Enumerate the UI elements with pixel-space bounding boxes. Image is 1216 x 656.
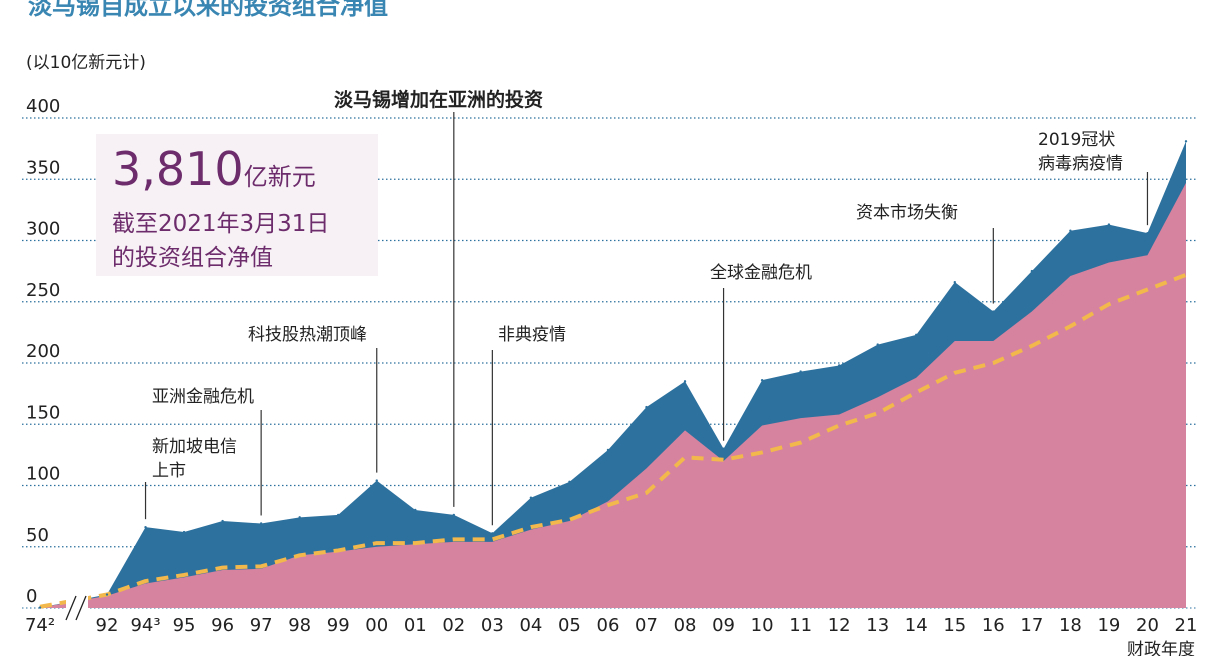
x-tick-label: 16 bbox=[982, 615, 1005, 636]
callout-unit: 亿新元 bbox=[243, 163, 316, 191]
lower-area bbox=[40, 182, 1186, 609]
total-point bbox=[182, 530, 186, 534]
total-point bbox=[529, 496, 533, 499]
total-point bbox=[105, 593, 109, 596]
axis-break bbox=[65, 594, 88, 622]
x-tick-label: 15 bbox=[943, 615, 966, 636]
annotation-label: 亚洲金融危机 bbox=[152, 387, 254, 407]
total-point bbox=[221, 519, 224, 523]
total-point bbox=[298, 516, 301, 519]
value-callout: 3,810亿新元 截至2021年3月31日 的投资组合净值 bbox=[96, 134, 378, 276]
x-tick-label: 12 bbox=[828, 615, 851, 636]
total-point bbox=[568, 480, 571, 484]
x-tick-label: 09 bbox=[712, 615, 735, 636]
x-tick-label: 08 bbox=[674, 615, 697, 636]
total-point bbox=[645, 405, 648, 409]
callout-number: 3,810 bbox=[112, 142, 244, 196]
x-tick-label: 17 bbox=[1020, 615, 1043, 636]
total-point bbox=[491, 532, 494, 535]
x-tick-label: 92 bbox=[96, 615, 119, 636]
x-tick-label: 00 bbox=[365, 615, 388, 636]
total-point bbox=[144, 525, 147, 529]
x-tick-label: 04 bbox=[519, 615, 542, 636]
total-point bbox=[837, 364, 841, 367]
x-tick-label: 11 bbox=[789, 615, 812, 636]
x-tick-label: 02 bbox=[442, 615, 465, 636]
x-tick-label: 99 bbox=[327, 615, 350, 636]
y-tick-label: 150 bbox=[26, 402, 60, 423]
y-tick-label: 400 bbox=[26, 96, 60, 117]
callout-description: 的投资组合净值 bbox=[112, 245, 273, 271]
callout-value: 3,810亿新元 bbox=[112, 142, 316, 196]
y-tick-label: 100 bbox=[26, 464, 60, 485]
chart-title: 淡马锡自成立以来的投资组合净值 bbox=[28, 0, 388, 20]
callout-date: 截至2021年3月31日 bbox=[112, 211, 330, 237]
y-tick-label: 0 bbox=[26, 586, 37, 607]
annotation-label-line2: 病毒病疫情 bbox=[1038, 154, 1123, 174]
total-point bbox=[760, 378, 764, 382]
x-tick-label: 20 bbox=[1136, 615, 1159, 636]
annotation-label: 全球金融危机 bbox=[710, 263, 812, 283]
area-series bbox=[40, 141, 1186, 609]
annotation-label: 科技股热潮顶峰 bbox=[248, 325, 367, 345]
y-unit-label: (以10亿新元计) bbox=[26, 53, 146, 73]
x-tick-label: 01 bbox=[404, 615, 427, 636]
total-point bbox=[1030, 269, 1034, 273]
x-tick-label: 10 bbox=[751, 615, 774, 636]
total-point bbox=[876, 343, 879, 346]
total-point bbox=[915, 333, 918, 337]
x-tick-label: 97 bbox=[250, 615, 273, 636]
total-point bbox=[799, 370, 802, 373]
x-tick-label: 07 bbox=[635, 615, 658, 636]
y-tick-label: 200 bbox=[26, 341, 60, 362]
x-tick-label: 18 bbox=[1059, 615, 1082, 636]
y-tick-label: 50 bbox=[26, 525, 49, 546]
annotation-label: 资本市场失衡 bbox=[856, 203, 958, 223]
total-point bbox=[452, 513, 456, 517]
line-series bbox=[38, 140, 1188, 609]
total-point bbox=[1146, 231, 1149, 235]
total-point bbox=[414, 508, 417, 512]
x-tick-label: 94³ bbox=[130, 615, 160, 636]
axis-break-mark bbox=[75, 595, 87, 621]
x-tick-label: 13 bbox=[866, 615, 889, 636]
x-axis-title: 财政年度 bbox=[1127, 640, 1195, 656]
axis-break-mark bbox=[65, 595, 77, 621]
x-tick-label: 95 bbox=[173, 615, 196, 636]
total-point bbox=[337, 513, 340, 517]
total-point bbox=[722, 447, 725, 450]
annotation-label: 2019冠状 bbox=[1038, 130, 1115, 150]
y-tick-label: 250 bbox=[26, 280, 60, 301]
annotation-label-line2: 上市 bbox=[152, 461, 186, 481]
x-tick-label: 74² bbox=[25, 615, 55, 636]
total-point bbox=[1069, 229, 1072, 232]
total-point bbox=[375, 479, 378, 482]
annotation-label: 非典疫情 bbox=[498, 325, 566, 345]
x-tick-label: 19 bbox=[1097, 615, 1120, 636]
x-tick-label: 14 bbox=[905, 615, 928, 636]
x-tick-label: 06 bbox=[597, 615, 620, 636]
x-tick-label: 21 bbox=[1175, 615, 1198, 636]
total-point bbox=[992, 310, 995, 313]
total-point bbox=[259, 522, 263, 525]
dashed-series-line bbox=[39, 272, 1187, 609]
x-tick-label: 05 bbox=[558, 615, 581, 636]
x-tick-label: 98 bbox=[288, 615, 311, 636]
total-point bbox=[1184, 140, 1188, 143]
total-point bbox=[38, 606, 42, 609]
x-tick-label: 03 bbox=[481, 615, 504, 636]
y-tick-label: 350 bbox=[26, 157, 60, 178]
y-tick-label: 300 bbox=[26, 219, 60, 240]
total-point bbox=[1107, 223, 1111, 226]
total-point bbox=[606, 448, 610, 452]
x-tick-label: 96 bbox=[211, 615, 234, 636]
total-point bbox=[953, 280, 956, 284]
axis-break-gap bbox=[66, 594, 88, 622]
total-point bbox=[683, 380, 687, 383]
annotation-label: 淡马锡增加在亚洲的投资 bbox=[334, 88, 543, 111]
annotation-label: 新加坡电信 bbox=[152, 437, 237, 457]
